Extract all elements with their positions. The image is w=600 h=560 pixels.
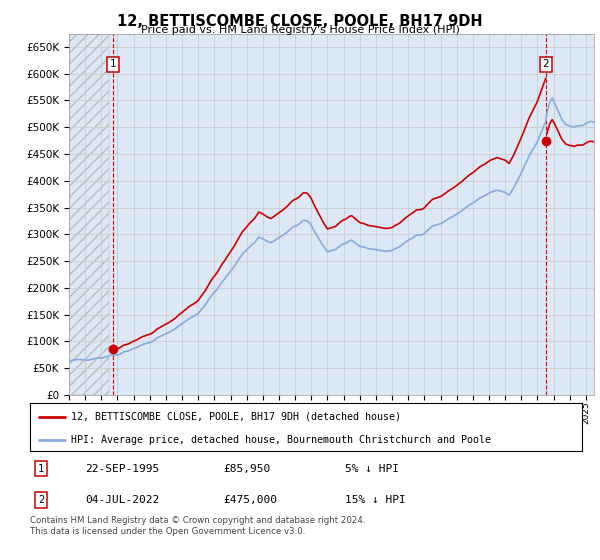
Text: £85,950: £85,950 — [223, 464, 271, 474]
Text: HPI: Average price, detached house, Bournemouth Christchurch and Poole: HPI: Average price, detached house, Bour… — [71, 435, 491, 445]
Text: £475,000: £475,000 — [223, 495, 277, 505]
Text: 04-JUL-2022: 04-JUL-2022 — [85, 495, 160, 505]
Text: 1: 1 — [38, 464, 44, 474]
Text: Contains HM Land Registry data © Crown copyright and database right 2024.
This d: Contains HM Land Registry data © Crown c… — [30, 516, 365, 536]
Text: 12, BETTISCOMBE CLOSE, POOLE, BH17 9DH: 12, BETTISCOMBE CLOSE, POOLE, BH17 9DH — [117, 14, 483, 29]
Text: Price paid vs. HM Land Registry's House Price Index (HPI): Price paid vs. HM Land Registry's House … — [140, 25, 460, 35]
Text: 15% ↓ HPI: 15% ↓ HPI — [344, 495, 406, 505]
Text: 5% ↓ HPI: 5% ↓ HPI — [344, 464, 398, 474]
Text: 2: 2 — [542, 59, 549, 69]
Text: 12, BETTISCOMBE CLOSE, POOLE, BH17 9DH (detached house): 12, BETTISCOMBE CLOSE, POOLE, BH17 9DH (… — [71, 412, 401, 422]
Text: 22-SEP-1995: 22-SEP-1995 — [85, 464, 160, 474]
Text: 2: 2 — [38, 495, 44, 505]
Text: 1: 1 — [110, 59, 116, 69]
